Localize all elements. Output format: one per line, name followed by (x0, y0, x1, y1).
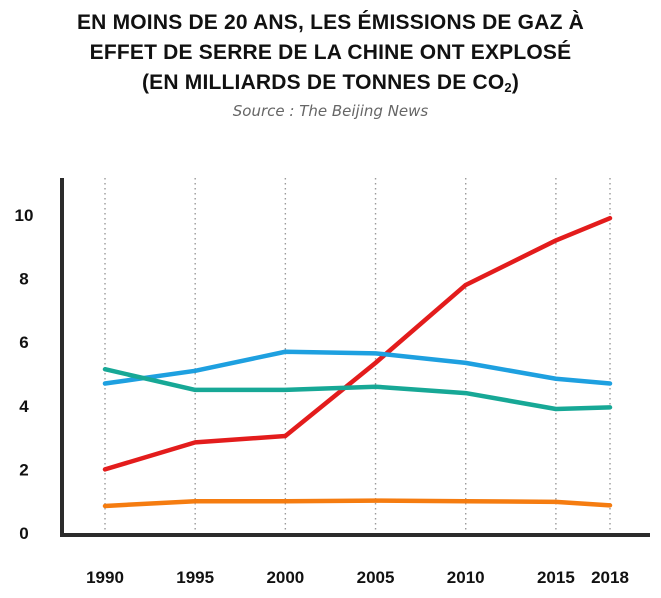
y-tick-labels: 0 2 4 6 8 10 (15, 206, 34, 543)
y-tick-label-4: 4 (19, 397, 29, 416)
series-line-3 (102, 366, 613, 412)
chart-title-line-2: EFFET DE SERRE DE LA CHINE ONT EXPLOSÉ (89, 41, 572, 64)
x-tick-label-1990: 1990 (86, 568, 124, 587)
y-tick-label-6: 6 (19, 333, 28, 352)
series-line-4 (102, 498, 613, 509)
axes (60, 178, 650, 537)
y-tick-label-2: 2 (19, 460, 28, 479)
y-tick-label-8: 8 (19, 270, 28, 289)
x-tick-label-2000: 2000 (266, 568, 304, 587)
series-line-2 (102, 349, 613, 386)
y-tick-label-10: 10 (15, 206, 34, 225)
y-tick-label-0: 0 (19, 524, 28, 543)
chart-title-line-3-end: ) (511, 71, 520, 94)
chart-title-line-1: EN MOINS DE 20 ANS, LES ÉMISSIONS DE GAZ… (76, 11, 585, 34)
x-tick-label-1995: 1995 (176, 568, 214, 587)
x-tick-label-2018: 2018 (591, 568, 629, 587)
x-tick-label-2010: 2010 (447, 568, 485, 587)
x-tick-labels: 1990 1995 2000 2005 2010 2015 2018 (86, 568, 629, 587)
x-tick-label-2005: 2005 (357, 568, 395, 587)
chart-title-subscript: 2 (504, 80, 512, 95)
chart-title-line-3-main: (EN MILLIARDS DE TONNES DE CO (141, 71, 505, 94)
series-line-1 (102, 215, 613, 472)
x-tick-label-2015: 2015 (537, 568, 575, 587)
chart-title-line-3: (EN MILLIARDS DE TONNES DE CO2) (0, 68, 661, 98)
series-layer (102, 215, 613, 509)
title-block: EN MOINS DE 20 ANS, LES ÉMISSIONS DE GAZ… (0, 8, 661, 120)
gridlines (104, 178, 611, 533)
chart-source: Source : The Beijing News (232, 102, 429, 120)
